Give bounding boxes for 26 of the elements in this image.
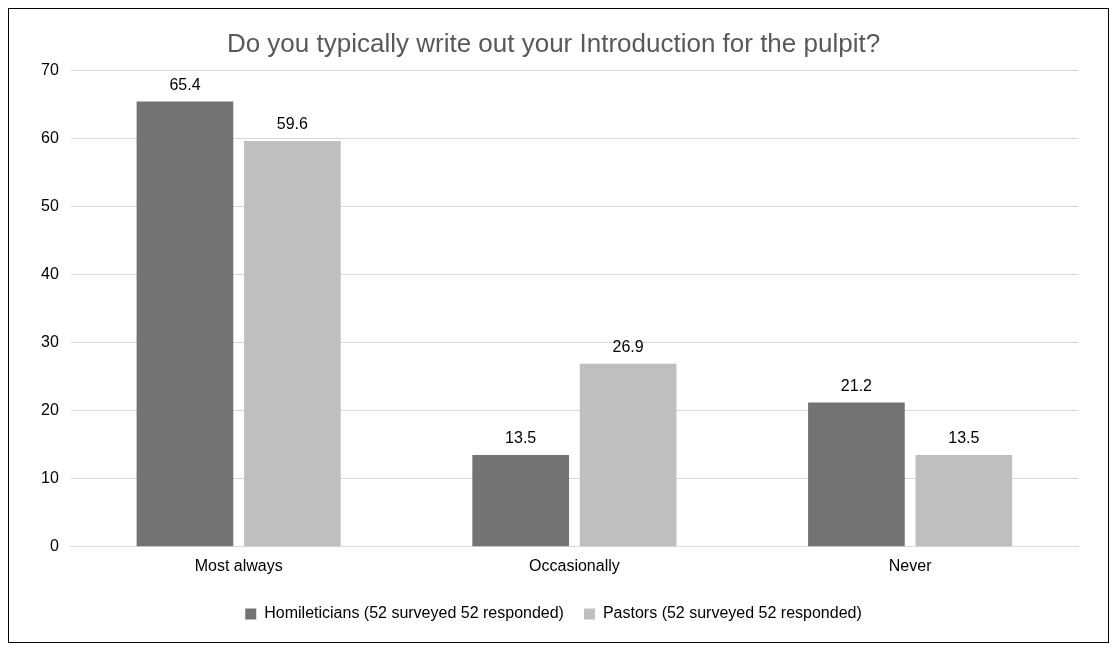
x-tick-label: Occasionally — [529, 556, 620, 574]
legend-label: Homileticians (52 surveyed 52 responded) — [264, 604, 564, 622]
y-tick-label: 10 — [41, 469, 59, 487]
bar — [136, 101, 234, 547]
chart-title: Do you typically write out your Introduction for the pulpit? — [226, 27, 881, 58]
legend-label: Pastors (52 surveyed 52 responded) — [602, 604, 862, 622]
bar — [808, 402, 905, 547]
data-label: 13.5 — [505, 429, 537, 447]
y-tick-label: 70 — [41, 60, 59, 78]
data-label: 59.6 — [276, 115, 309, 133]
y-tick-label: 50 — [41, 196, 59, 214]
y-tick-label: 20 — [41, 401, 59, 419]
data-label: 21.2 — [840, 376, 873, 394]
bar — [244, 141, 341, 547]
y-tick-label: 0 — [49, 537, 59, 555]
bar — [579, 363, 677, 547]
y-tick-label: 60 — [41, 128, 59, 146]
data-label: 26.9 — [612, 338, 644, 356]
bar — [472, 454, 570, 547]
data-label: 13.5 — [948, 429, 980, 447]
x-tick-label: Most always — [194, 556, 283, 574]
data-label: 65.4 — [169, 75, 201, 93]
y-tick-label: 30 — [41, 332, 59, 350]
bar — [915, 454, 1013, 547]
x-tick-label: Never — [888, 556, 933, 574]
y-tick-label: 40 — [41, 264, 59, 282]
